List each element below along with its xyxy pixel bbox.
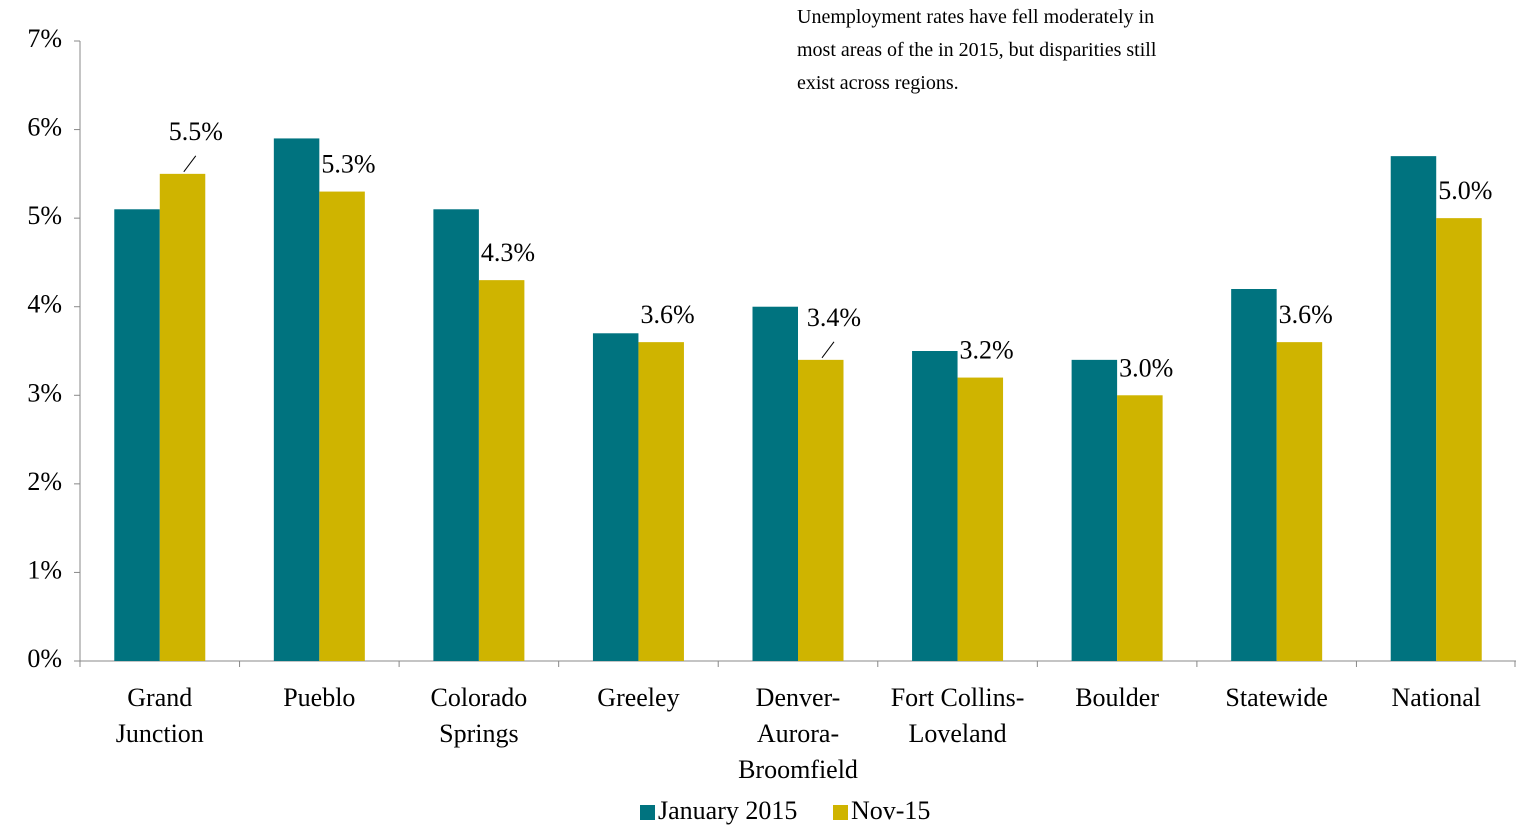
bar — [1071, 359, 1118, 661]
y-tick-label: 4% — [27, 290, 62, 319]
data-label: 3.6% — [1279, 300, 1333, 329]
y-tick-label: 1% — [27, 555, 62, 584]
y-tick-label: 2% — [27, 467, 62, 496]
x-tick-label: Grand Junction — [115, 683, 204, 748]
bar — [1231, 289, 1277, 661]
x-tick-label: Greeley — [597, 683, 680, 712]
bar — [638, 342, 684, 661]
bar — [912, 351, 958, 661]
data-label: 3.2% — [960, 336, 1014, 365]
bar — [1276, 342, 1323, 661]
annotation: exist across regions. — [797, 72, 959, 94]
legend-swatch — [833, 805, 848, 820]
annotation: Unemployment rates have fell moderately … — [797, 6, 1155, 28]
x-tick-label: Fort Collins- Loveland — [890, 683, 1025, 748]
bar — [592, 333, 639, 661]
x-tick-label: Statewide — [1225, 683, 1328, 712]
data-label: 3.0% — [1119, 353, 1173, 382]
y-tick-label: 3% — [27, 378, 62, 407]
data-label: 5.5% — [169, 117, 223, 146]
bar — [114, 209, 160, 662]
x-tick-label: National — [1391, 683, 1481, 712]
data-label: 3.4% — [807, 303, 861, 332]
x-tick-label: Denver- Aurora- Broomfield — [738, 683, 858, 784]
legend-swatch — [640, 805, 655, 820]
leader-line — [183, 155, 197, 173]
bar — [752, 306, 798, 661]
bar — [1117, 395, 1163, 661]
y-tick-label: 5% — [27, 201, 62, 230]
bar — [319, 191, 365, 662]
bar — [159, 173, 206, 661]
y-tick-label: 7% — [27, 24, 62, 53]
y-tick-label: 6% — [27, 113, 62, 142]
leader-line — [821, 341, 835, 359]
x-tick-label: Boulder — [1075, 683, 1159, 712]
data-label: 5.3% — [321, 150, 375, 179]
bar — [433, 209, 479, 662]
data-label: 4.3% — [481, 238, 535, 267]
data-label: 3.6% — [640, 300, 694, 329]
x-tick-label: Pueblo — [283, 683, 356, 712]
bar — [957, 377, 1004, 661]
bar — [1436, 218, 1482, 661]
bar — [273, 138, 320, 661]
annotation: most areas of the in 2015, but dispariti… — [797, 39, 1157, 61]
y-tick-label: 0% — [27, 644, 62, 673]
bar — [1390, 156, 1437, 661]
bar — [478, 280, 525, 661]
legend-label: January 2015 — [658, 796, 797, 825]
data-label: 5.0% — [1438, 176, 1492, 205]
bar — [798, 359, 844, 661]
legend-label: Nov-15 — [851, 796, 930, 825]
x-tick-label: Colorado Springs — [430, 683, 528, 748]
